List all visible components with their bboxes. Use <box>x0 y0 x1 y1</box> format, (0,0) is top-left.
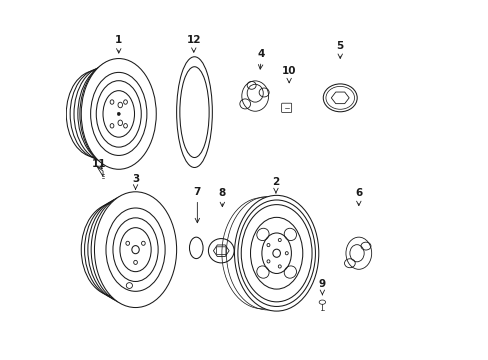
Text: 6: 6 <box>354 188 362 206</box>
Text: 3: 3 <box>132 174 139 189</box>
Ellipse shape <box>120 228 151 272</box>
Text: 11: 11 <box>91 159 106 169</box>
Text: 7: 7 <box>193 187 201 223</box>
Ellipse shape <box>94 192 176 307</box>
Text: 4: 4 <box>258 49 265 69</box>
Text: 5: 5 <box>336 41 343 58</box>
Ellipse shape <box>81 59 156 169</box>
Ellipse shape <box>234 195 318 311</box>
Text: 2: 2 <box>272 177 279 193</box>
Ellipse shape <box>250 217 302 289</box>
Text: 10: 10 <box>281 66 296 83</box>
Ellipse shape <box>117 112 120 116</box>
Text: 1: 1 <box>115 35 122 53</box>
Text: 12: 12 <box>186 35 201 52</box>
Text: 8: 8 <box>218 188 225 207</box>
Text: 9: 9 <box>318 279 325 295</box>
Ellipse shape <box>262 233 291 274</box>
Ellipse shape <box>103 91 134 137</box>
